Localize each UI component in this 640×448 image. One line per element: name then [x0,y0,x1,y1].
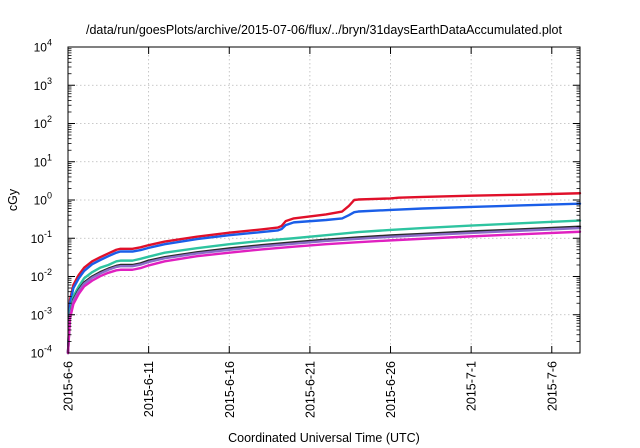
grid-lines [68,47,580,353]
y-tick-label: 103 [34,76,52,93]
series-line-3 [66,219,582,355]
axis-ticks [67,46,580,354]
x-tick-label: 2015-7-6 [545,361,559,411]
x-tick-label: 2015-7-1 [465,361,479,411]
y-tick-label: 104 [34,38,52,55]
y-tick-label: 102 [34,114,52,131]
series-line-1 [66,192,582,355]
y-tick-labels: 10-4 10-3 10-2 10-1 100 101 102 103 104 [31,38,52,361]
x-tick-label: 2015-6-21 [303,361,317,418]
chart-title: /data/run/goesPlots/archive/2015-07-06/f… [86,23,562,37]
x-tick-label: 2015-6-6 [62,361,76,411]
x-tick-label: 2015-6-16 [223,361,237,418]
y-tick-label: 10-4 [31,344,52,361]
series-layer [66,192,582,355]
x-tick-labels: 2015-6-6 2015-6-11 2015-6-16 2015-6-21 2015-… [62,361,560,418]
x-tick-label: 2015-6-26 [384,361,398,418]
series-line-2 [66,202,582,355]
y-tick-label: 101 [34,152,52,169]
series-line-5 [66,226,582,355]
y-tick-label: 10-2 [31,267,52,284]
series-line-6 [66,230,582,355]
x-axis-label: Coordinated Universal Time (UTC) [228,431,420,445]
y-tick-label: 10-3 [31,305,52,322]
y-axis-label: cGy [6,188,20,211]
y-tick-label: 10-1 [31,229,52,246]
y-tick-label: 100 [34,191,52,208]
x-tick-label: 2015-6-11 [142,361,156,417]
